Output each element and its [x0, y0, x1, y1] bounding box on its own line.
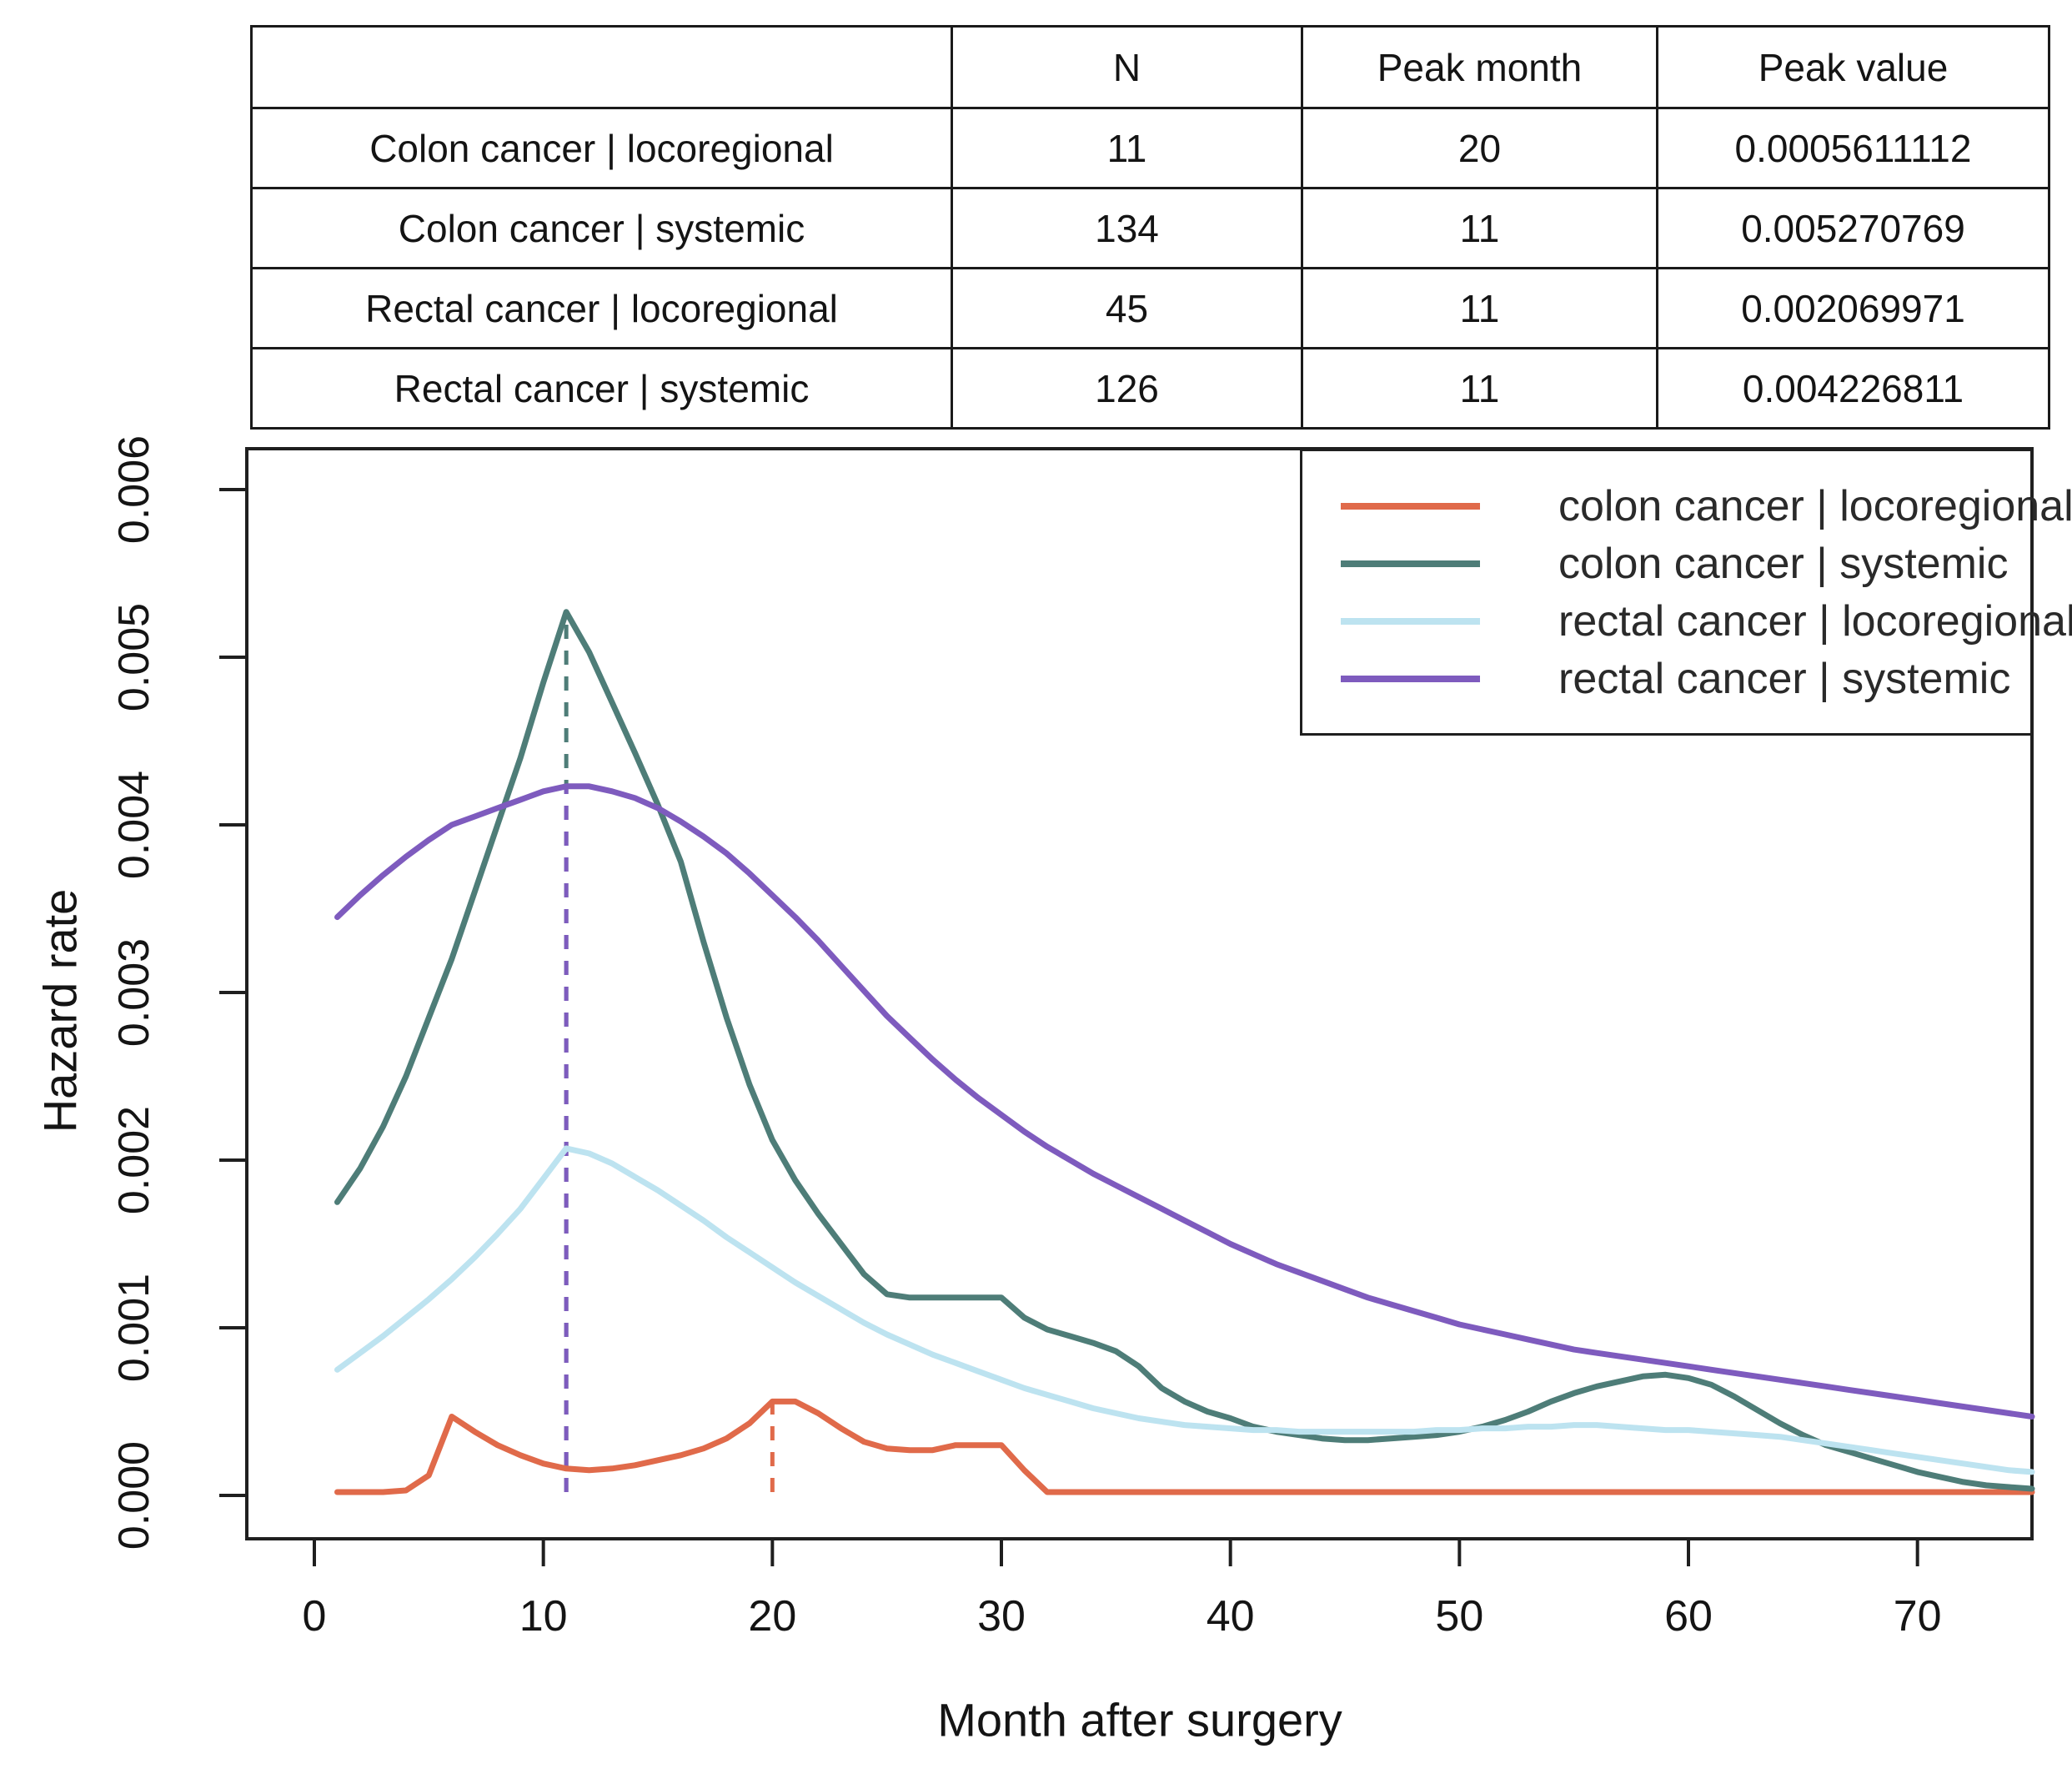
x-tick-label: 0 [303, 1592, 327, 1641]
row-peak-month: 11 [1301, 187, 1658, 269]
y-tick-label: 0.002 [110, 1106, 158, 1214]
y-axis-title: Hazard rate [33, 888, 87, 1133]
legend-line-swatch [1341, 675, 1480, 682]
x-axis-ticks: 0 10 20 30 40 50 60 70 [303, 1539, 1942, 1641]
header-peak-month: Peak month [1301, 25, 1658, 109]
row-n: 126 [951, 347, 1303, 430]
table-row: Colon cancer | systemic 134 11 0.0052707… [250, 187, 2050, 269]
x-axis-title: Month after surgery [937, 1693, 1342, 1746]
row-label: Rectal cancer | systemic [250, 347, 953, 430]
table-row: Rectal cancer | locoregional 45 11 0.002… [250, 267, 2050, 349]
row-n: 134 [951, 187, 1303, 269]
y-tick-label: 0.000 [110, 1441, 158, 1550]
row-peak-month: 11 [1301, 347, 1658, 430]
x-tick-label: 40 [1207, 1592, 1255, 1641]
series-line [334, 1145, 2035, 1475]
y-tick-label: 0.006 [110, 435, 158, 544]
header-empty [250, 25, 953, 109]
legend-line-swatch [1341, 560, 1480, 567]
table-row: Rectal cancer | systemic 126 11 0.004226… [250, 347, 2050, 430]
row-n: 45 [951, 267, 1303, 349]
x-tick-label: 30 [977, 1592, 1026, 1641]
legend-item-rectal-systemic: rectal cancer | systemic [1302, 650, 2030, 707]
legend-label: colon cancer | systemic [1558, 539, 2009, 588]
header-peak-value: Peak value [1656, 25, 2050, 109]
y-tick-label: 0.003 [110, 938, 158, 1047]
row-peak-value: 0.005270769 [1656, 187, 2050, 269]
header-n: N [951, 25, 1303, 109]
series-line [334, 1398, 2035, 1495]
x-tick-label: 20 [748, 1592, 796, 1641]
legend-label: colon cancer | locoregional [1558, 481, 2072, 530]
series-line [334, 609, 2035, 1492]
row-n: 11 [951, 107, 1303, 189]
y-tick-label: 0.004 [110, 771, 158, 879]
row-peak-month: 20 [1301, 107, 1658, 189]
row-label: Rectal cancer | locoregional [250, 267, 953, 349]
x-tick-label: 50 [1435, 1592, 1483, 1641]
x-tick-label: 60 [1664, 1592, 1713, 1641]
legend-item-rectal-locoregional: rectal cancer | locoregional [1302, 592, 2072, 650]
row-peak-value: 0.002069971 [1656, 267, 2050, 349]
x-tick-label: 70 [1894, 1592, 1942, 1641]
legend-line-swatch [1341, 502, 1480, 510]
peak-summary-table: N Peak month Peak value Colon cancer | l… [250, 25, 2050, 430]
row-label: Colon cancer | systemic [250, 187, 953, 269]
legend-line-swatch [1341, 617, 1480, 625]
row-peak-value: 0.0005611112 [1656, 107, 2050, 189]
y-tick-label: 0.001 [110, 1274, 158, 1382]
legend-item-colon-systemic: colon cancer | systemic [1302, 535, 2030, 592]
chart-legend: colon cancer | locoregional colon cancer… [1300, 449, 2072, 736]
row-label: Colon cancer | locoregional [250, 107, 953, 189]
table-row: Colon cancer | locoregional 11 20 0.0005… [250, 107, 2050, 189]
series-line [334, 783, 2035, 1420]
legend-item-colon-locoregional: colon cancer | locoregional [1302, 477, 2072, 535]
legend-label: rectal cancer | systemic [1558, 654, 2011, 703]
y-axis-ticks: 0.000 0.001 0.002 0.003 0.004 0.005 0.006 [110, 435, 247, 1550]
row-peak-month: 11 [1301, 267, 1658, 349]
table-header-row: N Peak month Peak value [250, 25, 2050, 109]
legend-label: rectal cancer | locoregional [1558, 596, 2072, 646]
row-peak-value: 0.004226811 [1656, 347, 2050, 430]
x-tick-label: 10 [519, 1592, 568, 1641]
y-tick-label: 0.005 [110, 603, 158, 711]
